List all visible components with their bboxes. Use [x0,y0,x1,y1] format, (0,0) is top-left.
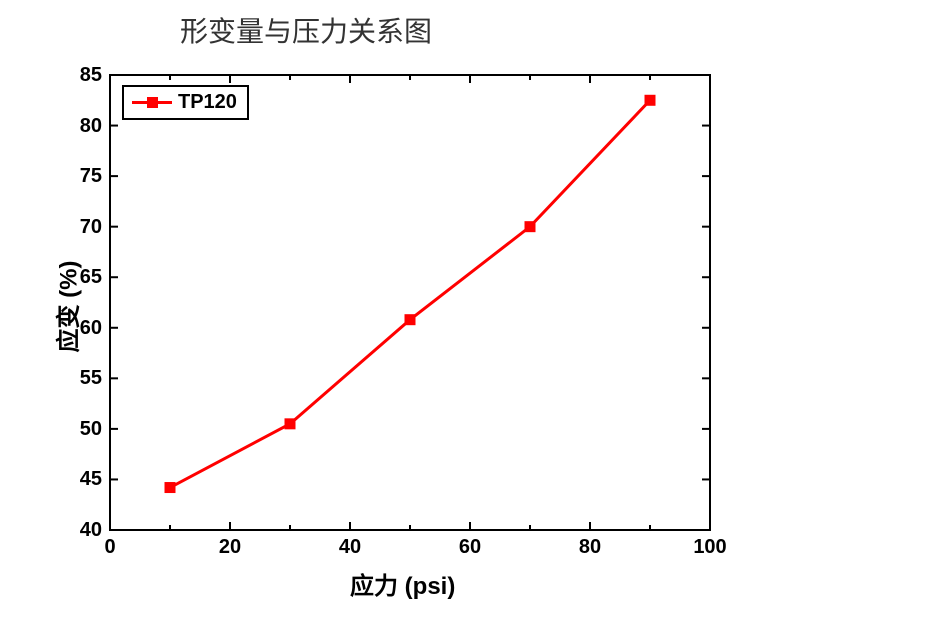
y-tick-label: 55 [66,367,102,390]
y-tick-label: 85 [66,64,102,87]
y-tick-label: 50 [66,418,102,441]
x-axis-label: 应力 (psi) [350,566,455,601]
y-tick-label: 65 [66,266,102,289]
legend-line-sample [132,101,172,104]
y-tick-label: 40 [66,519,102,542]
chart-container: 形变量与压力关系图 应变 (%) 应力 (psi) TP120 02040608… [0,0,950,624]
y-tick-label: 45 [66,468,102,491]
legend-marker-sample [147,97,158,108]
legend-series-label: TP120 [178,91,237,114]
y-tick-label: 60 [66,317,102,340]
y-tick-label: 80 [66,115,102,138]
y-tick-label: 75 [66,165,102,188]
plot-area [108,73,712,532]
x-tick-label: 80 [570,536,610,559]
x-tick-label: 40 [330,536,370,559]
x-tick-label: 100 [690,536,730,559]
x-tick-label: 20 [210,536,250,559]
x-tick-label: 60 [450,536,490,559]
y-tick-label: 70 [66,216,102,239]
legend: TP120 [122,85,249,120]
chart-title: 形变量与压力关系图 [180,10,432,50]
